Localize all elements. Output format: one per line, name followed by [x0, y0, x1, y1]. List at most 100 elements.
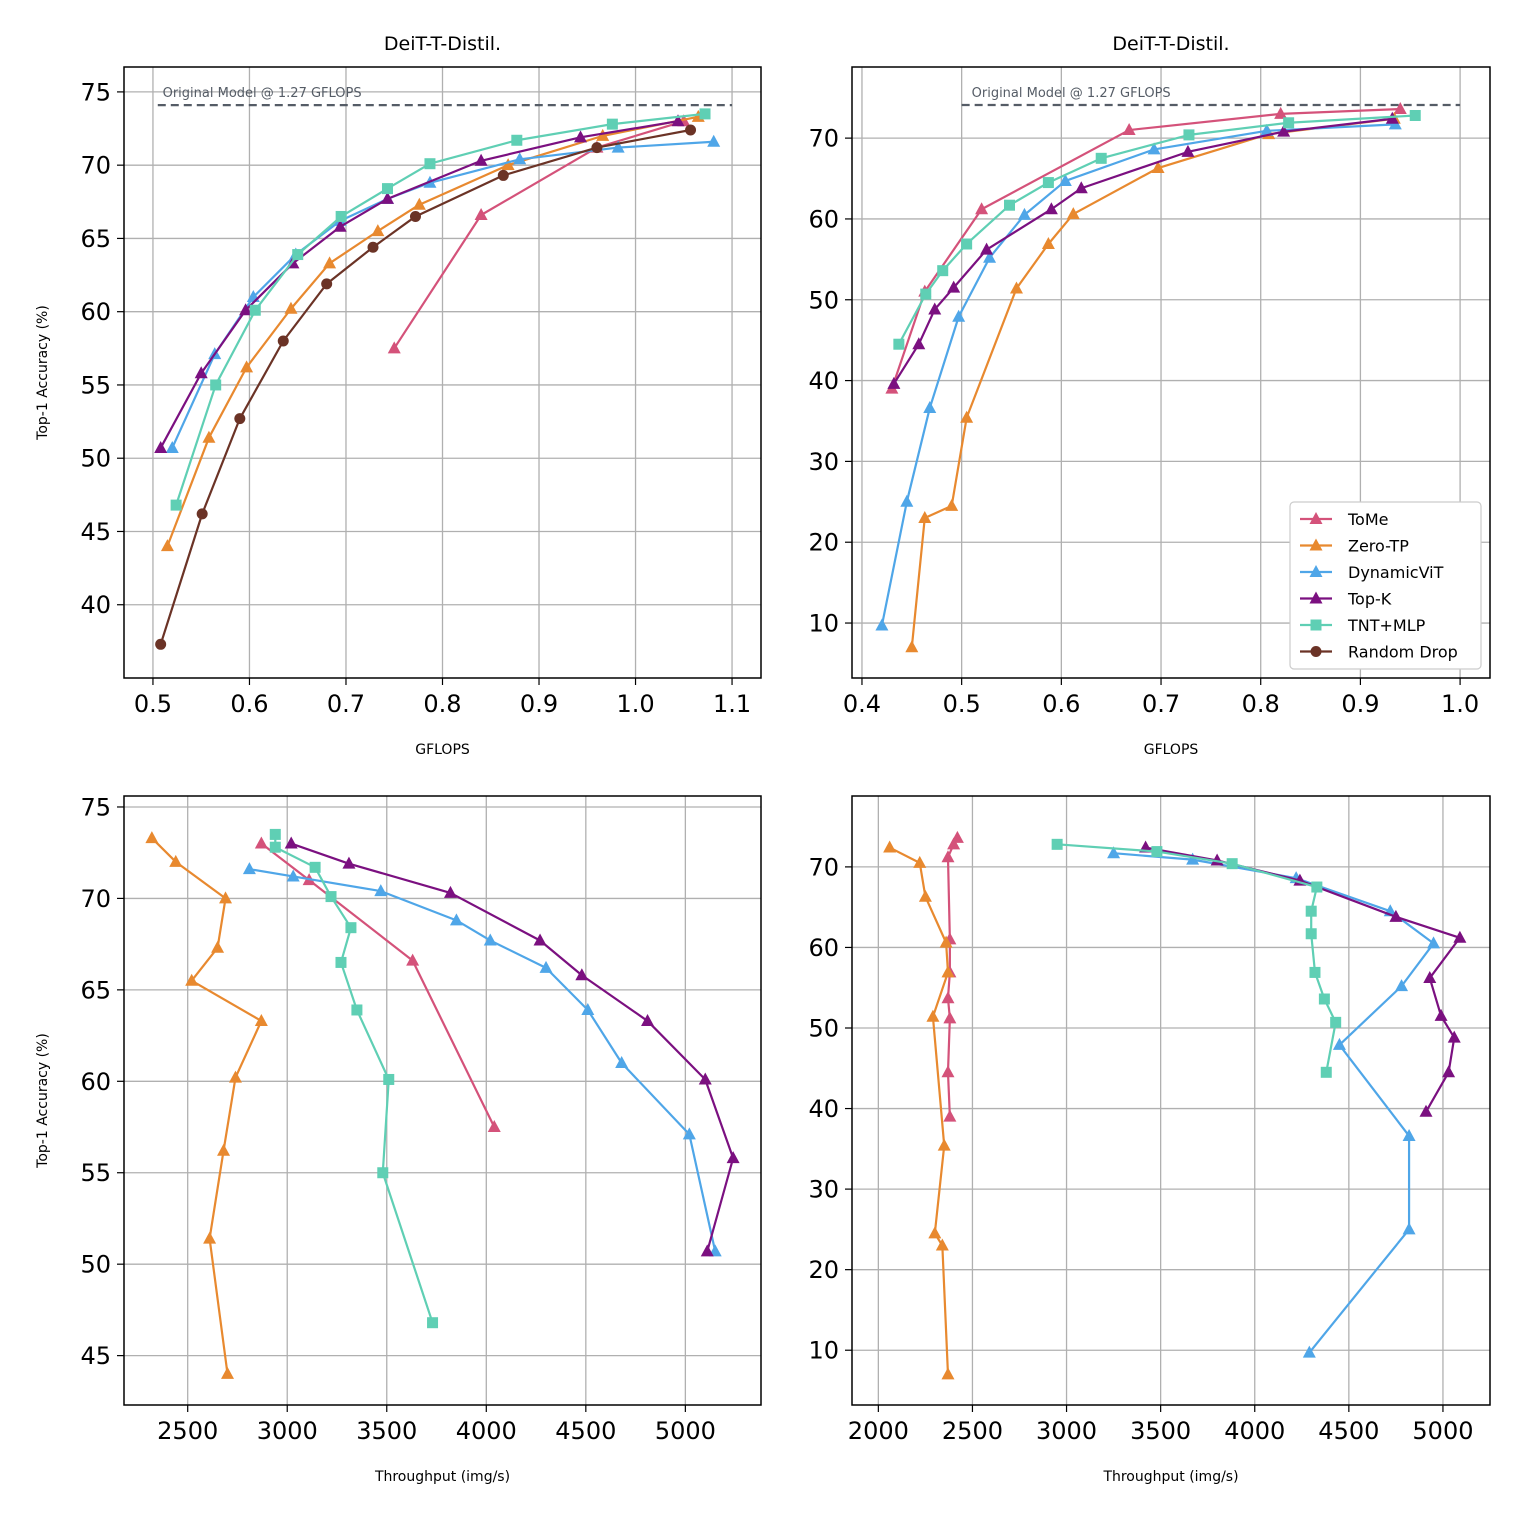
y-tick-label: 65	[80, 976, 111, 1004]
series-top-k	[887, 111, 1399, 389]
legend-swatch-marker	[1310, 646, 1322, 657]
legend-item-tome: ToMe	[1300, 510, 1389, 529]
y-tick-label: 75	[80, 78, 111, 106]
x-tick-label: 3000	[1036, 1417, 1097, 1445]
x-tick-label: 0.5	[943, 690, 981, 718]
x-tick-label: 3000	[257, 1417, 318, 1445]
legend-swatch-marker	[1309, 512, 1323, 524]
data-point-tnt-mlp	[269, 828, 281, 840]
data-point-zero-tp	[219, 891, 233, 904]
y-axis-label: Top-1 Accuracy (%)	[35, 305, 51, 441]
data-point-tnt-mlp	[606, 118, 618, 130]
data-point-zero-tp	[935, 1238, 949, 1251]
data-point-tnt-mlp	[1305, 905, 1317, 917]
legend-label: DynamicViT	[1348, 563, 1444, 582]
data-point-tnt-mlp	[345, 922, 357, 934]
data-point-dynamicvit	[1402, 1222, 1416, 1235]
data-point-top-k	[1389, 909, 1403, 922]
data-point-zero-tp	[918, 889, 932, 902]
data-point-dynamicvit	[1402, 1128, 1416, 1141]
chart-panel-4: 2000 2500 3000 3500 4000 4500 5000 10 20 30 40 50 60…	[808, 795, 1491, 1485]
y-tick-label: 20	[808, 529, 839, 557]
x-tick-label: 0.9	[1341, 690, 1379, 718]
series-zero-tp	[160, 109, 705, 552]
data-point-top-k	[154, 440, 168, 453]
data-point-random-drop	[409, 210, 421, 222]
series-dynamicvit	[1107, 846, 1441, 1358]
series-line-dynamicvit	[1113, 852, 1435, 1354]
data-point-tnt-mlp	[381, 183, 393, 195]
data-point-tnt-mlp	[1311, 881, 1323, 893]
legend-item-random-drop: Random Drop	[1300, 643, 1458, 662]
x-tick-label: 0.7	[1142, 690, 1180, 718]
y-tick-label: 45	[80, 518, 111, 546]
x-tick-label: 2000	[848, 1417, 909, 1445]
y-tick-label: 40	[808, 1095, 839, 1123]
data-point-tnt-mlp	[1318, 993, 1330, 1005]
y-tick-label: 10	[808, 610, 839, 638]
data-point-random-drop	[196, 508, 208, 520]
data-point-zero-tp	[960, 410, 974, 423]
data-point-top-k	[698, 1072, 712, 1085]
data-point-dynamicvit	[875, 618, 889, 631]
data-point-top-k	[284, 836, 298, 849]
data-point-tome	[975, 202, 989, 215]
data-point-tome	[387, 341, 401, 354]
series-tnt-mlp	[893, 109, 1421, 350]
y-tick-label: 70	[808, 853, 839, 881]
series-tome	[254, 836, 501, 1133]
data-point-top-k	[671, 114, 685, 127]
data-point-top-k	[1181, 144, 1195, 157]
data-point-dynamicvit	[286, 869, 300, 882]
series-line-tome	[393, 120, 685, 349]
data-point-top-k	[1442, 1065, 1456, 1078]
series-line-top-k	[1145, 846, 1461, 1113]
data-point-tome	[947, 837, 961, 850]
x-tick-label: 0.7	[327, 690, 365, 718]
legend: ToMe Zero-TP DynamicViT Top-K TNT+MLP Random …	[1289, 501, 1482, 670]
data-point-zero-tp	[928, 1226, 942, 1239]
data-point-top-k	[1419, 1104, 1433, 1117]
legend-item-tnt-mlp: TNT+MLP	[1300, 616, 1426, 635]
data-point-dynamicvit	[1395, 979, 1409, 992]
data-point-top-k	[1453, 930, 1467, 943]
x-axis-label: Throughput (img/s)	[374, 1469, 510, 1485]
chart-panel-2: 0.4 0.5 0.6 0.7 0.8 0.9 1.0 10 20 30 40 50 60 70 Origi…	[808, 33, 1491, 758]
x-tick-label: 0.4	[843, 690, 881, 718]
data-point-zero-tp	[371, 224, 385, 237]
data-point-top-k	[1044, 202, 1058, 215]
chart-title: DeiT-T-Distil.	[1112, 33, 1229, 55]
data-point-tnt-mlp	[1309, 966, 1321, 978]
data-point-dynamicvit	[1017, 207, 1031, 220]
series-zero-tp	[145, 831, 268, 1379]
data-point-top-k	[947, 280, 961, 293]
data-point-tome	[487, 1120, 501, 1133]
legend-label: TNT+MLP	[1347, 616, 1426, 635]
legend-swatch-marker	[1309, 591, 1323, 604]
data-point-tnt-mlp	[427, 1317, 439, 1329]
series-line-tnt-mlp	[175, 112, 706, 506]
legend-item-top-k: Top-K	[1300, 590, 1392, 609]
data-point-tnt-mlp	[210, 379, 222, 391]
legend-swatch-marker	[1310, 619, 1322, 631]
series-tnt-mlp	[269, 828, 439, 1329]
data-point-dynamicvit	[1302, 1345, 1316, 1358]
data-point-top-k	[912, 337, 926, 350]
series-line-tnt-mlp	[1057, 843, 1337, 1073]
data-point-zero-tp	[160, 539, 174, 552]
plot-frame	[851, 795, 1491, 1406]
x-tick-label: 1.1	[713, 690, 751, 718]
data-point-dynamicvit	[1260, 123, 1274, 136]
data-point-dynamicvit	[1332, 1037, 1346, 1050]
legend-swatch-marker	[1309, 565, 1323, 577]
data-point-tnt-mlp	[961, 238, 973, 250]
data-point-tnt-mlp	[424, 158, 436, 170]
data-point-dynamicvit	[581, 1002, 595, 1015]
x-tick-label: 0.9	[520, 690, 558, 718]
data-point-tnt-mlp	[1151, 846, 1163, 858]
data-point-zero-tp	[501, 158, 515, 171]
data-point-top-k	[1277, 124, 1291, 137]
data-point-top-k	[575, 968, 589, 981]
series-line-tnt-mlp	[274, 834, 434, 1324]
x-tick-label: 2500	[942, 1417, 1003, 1445]
